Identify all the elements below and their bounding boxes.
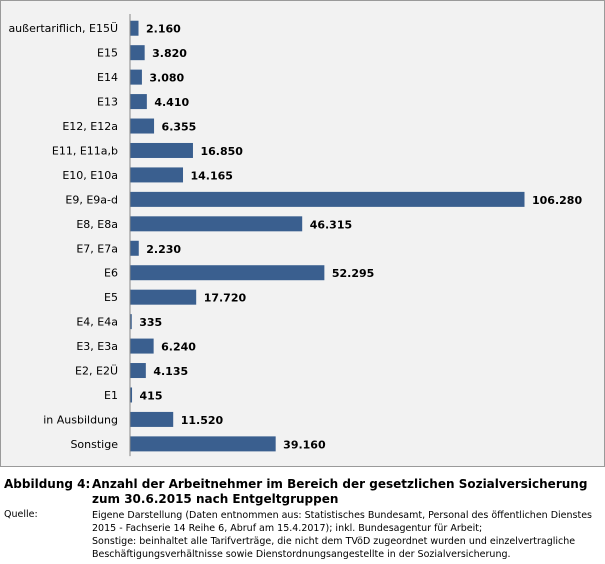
bar (130, 167, 184, 183)
value-label: 6.240 (161, 341, 196, 354)
value-label: 335 (139, 316, 162, 329)
value-label: 4.135 (153, 365, 188, 378)
category-label: E12, E12a (62, 120, 118, 133)
value-label: 3.080 (149, 72, 184, 85)
value-label: 4.410 (154, 96, 189, 109)
value-label: 16.850 (200, 145, 243, 158)
bar-chart: außertariflich, E15Ü 2.160 E15 3.820 E14 3.08… (8, 14, 582, 457)
category-label: E7, E7a (76, 242, 118, 255)
bar (130, 69, 142, 85)
value-label: 14.165 (191, 169, 233, 182)
figure-caption: Abbildung 4: Anzahl der Arbeitnehmer im … (4, 477, 604, 561)
bar (130, 363, 146, 379)
bar (130, 240, 139, 256)
note-text: Sonstige: beinhaltet alle Tarifverträge,… (92, 536, 576, 560)
category-label: E4, E4a (76, 316, 118, 329)
bar (130, 338, 154, 354)
category-label: E3, E3a (76, 340, 118, 353)
category-label: E5 (104, 291, 118, 304)
category-label: E8, E8a (76, 218, 118, 231)
bar (130, 45, 145, 61)
value-label: 3.820 (152, 47, 187, 60)
bar (130, 142, 193, 158)
category-label: E1 (104, 389, 118, 402)
category-label: E9, E9a-d (65, 193, 118, 206)
bar (130, 216, 303, 232)
value-label: 52.295 (332, 267, 374, 280)
figure-title: Anzahl der Arbeitnehmer im Bereich der g… (92, 477, 588, 506)
value-label: 6.355 (162, 121, 197, 134)
chart-area (0, 0, 605, 467)
source-label: Quelle: (4, 509, 38, 520)
value-label: 46.315 (310, 218, 352, 231)
category-label: Sonstige (70, 438, 118, 451)
value-label: 17.720 (204, 292, 247, 305)
bar (130, 436, 276, 452)
category-label: E14 (97, 71, 118, 84)
category-label: E2, E2Ü (75, 365, 118, 378)
bar (130, 265, 325, 281)
value-label: 11.520 (181, 414, 224, 427)
value-label: 2.160 (146, 23, 181, 36)
category-label: E13 (97, 96, 118, 109)
figure-label: Abbildung 4: (4, 477, 91, 491)
value-label: 2.230 (146, 243, 181, 256)
bar (130, 289, 197, 305)
category-label: E11, E11a,b (52, 144, 118, 157)
bar (130, 94, 147, 110)
source-text: Eigene Darstellung (Daten entnommen aus:… (92, 510, 592, 534)
bar (130, 118, 155, 134)
category-label: außertariflich, E15Ü (8, 22, 118, 35)
category-label: E10, E10a (62, 169, 118, 182)
bar (130, 411, 174, 427)
category-label: E15 (97, 47, 118, 60)
category-label: E6 (104, 267, 118, 280)
bar (130, 314, 132, 330)
value-label: 106.280 (532, 194, 582, 207)
value-label: 39.160 (283, 438, 326, 451)
value-label: 415 (140, 389, 163, 402)
bar (130, 191, 525, 207)
bar (130, 20, 139, 36)
bar (130, 387, 133, 403)
category-label: in Ausbildung (43, 413, 118, 426)
